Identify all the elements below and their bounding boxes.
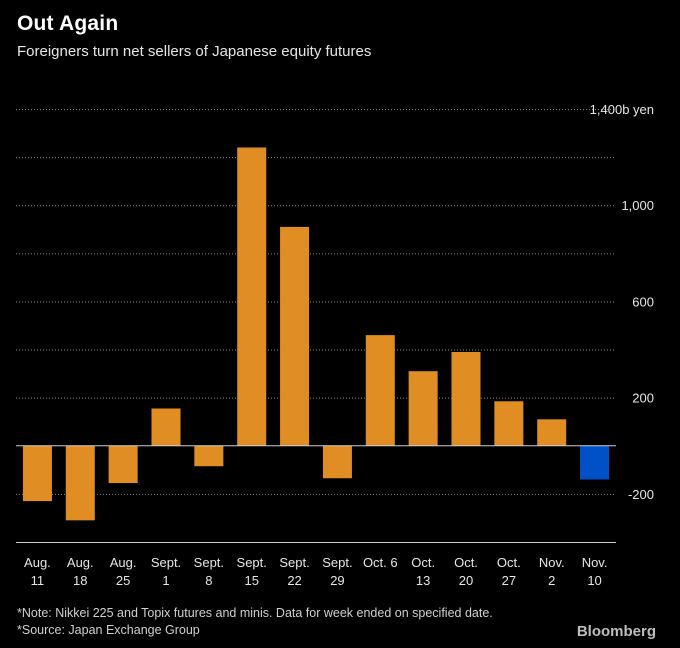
- bar: [108, 445, 138, 484]
- bar: [365, 335, 395, 446]
- x-tick-label: Oct. 27: [497, 555, 521, 588]
- bar: [65, 445, 95, 521]
- x-tick-label: Oct. 13: [411, 555, 435, 588]
- bar: [494, 401, 524, 446]
- x-tick-label: Sept. 29: [322, 555, 352, 588]
- bar: [22, 445, 52, 502]
- bar: [580, 445, 610, 480]
- bar: [322, 445, 352, 479]
- y-tick-label: 600: [632, 294, 654, 309]
- x-tick-label: Oct. 6: [363, 555, 398, 570]
- bar: [151, 408, 181, 446]
- x-tick-label: Aug. 18: [67, 555, 94, 588]
- bar: [194, 445, 224, 467]
- x-tick-label: Nov. 2: [539, 555, 565, 588]
- footnote-source: *Source: Japan Exchange Group: [17, 623, 200, 637]
- bar: [408, 371, 438, 446]
- bloomberg-logo: Bloomberg: [576, 623, 656, 640]
- x-tick-label: Sept. 15: [237, 555, 267, 588]
- bar: [451, 351, 481, 446]
- x-tick-label: Oct. 20: [454, 555, 478, 588]
- y-tick-label: 200: [632, 391, 654, 406]
- y-tick-label: -200: [628, 487, 654, 502]
- x-tick-label: Sept. 22: [279, 555, 309, 588]
- x-tick-label: Nov. 10: [582, 555, 608, 588]
- bar: [237, 147, 267, 446]
- bar: [280, 226, 310, 446]
- y-tick-label: 1,000: [621, 198, 654, 213]
- x-tick-label: Sept. 1: [151, 555, 181, 588]
- x-tick-label: Sept. 8: [194, 555, 224, 588]
- x-tick-label: Aug. 11: [24, 555, 51, 588]
- footnote-note: *Note: Nikkei 225 and Topix futures and …: [17, 606, 493, 620]
- x-tick-label: Aug. 25: [110, 555, 137, 588]
- y-tick-label: 1,400b yen: [590, 102, 654, 117]
- bar: [537, 419, 567, 446]
- chart-subtitle: Foreigners turn net sellers of Japanese …: [17, 43, 372, 60]
- chart-title: Out Again: [17, 12, 119, 35]
